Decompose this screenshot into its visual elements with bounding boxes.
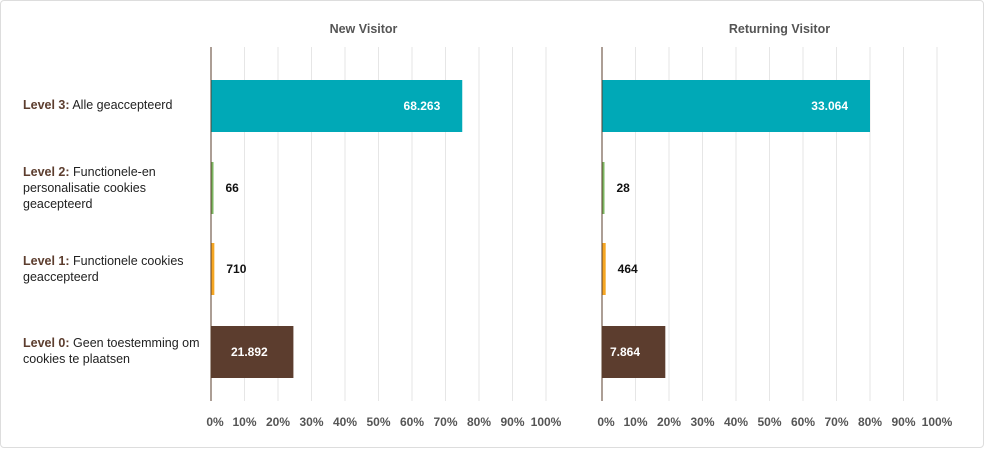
data-label: 68.263 <box>404 99 441 113</box>
data-label: 21.892 <box>231 345 268 359</box>
bar <box>602 243 606 295</box>
bar <box>602 80 870 132</box>
category-label: Level 0: Geen toestemming om cookies te … <box>23 335 203 367</box>
data-label: 464 <box>618 262 638 276</box>
tick-label: 20% <box>657 415 681 429</box>
category-text: Functionele-en personalisatie cookies ge… <box>23 165 156 211</box>
bar <box>211 243 215 295</box>
tick-label: 70% <box>433 415 457 429</box>
tick-label: 30% <box>690 415 714 429</box>
panel-title: Returning Visitor <box>729 22 830 36</box>
panel-title: New Visitor <box>330 22 398 36</box>
data-label: 710 <box>226 262 246 276</box>
tick-label: 100% <box>531 415 562 429</box>
bar <box>602 162 605 214</box>
data-label: 33.064 <box>811 99 848 113</box>
tick-label: 80% <box>467 415 491 429</box>
data-label: 7.864 <box>610 345 640 359</box>
category-level: Level 2: <box>23 165 70 179</box>
category-text: Functionele cookies geaccepteerd <box>23 254 184 284</box>
tick-label: 10% <box>623 415 647 429</box>
tick-label: 0% <box>206 415 224 429</box>
tick-label: 60% <box>791 415 815 429</box>
data-label: 28 <box>617 181 631 195</box>
tick-label: 0% <box>597 415 615 429</box>
tick-label: 20% <box>266 415 290 429</box>
bar <box>211 326 294 378</box>
bar <box>211 162 214 214</box>
tick-label: 70% <box>824 415 848 429</box>
category-label: Level 2: Functionele-en personalisatie c… <box>23 164 203 212</box>
tick-label: 10% <box>232 415 256 429</box>
category-text: Alle geaccepteerd <box>69 98 173 112</box>
bar <box>602 326 666 378</box>
tick-label: 40% <box>333 415 357 429</box>
tick-label: 40% <box>724 415 748 429</box>
tick-label: 90% <box>500 415 524 429</box>
category-level: Level 0: <box>23 336 70 350</box>
tick-label: 30% <box>299 415 323 429</box>
tick-label: 90% <box>891 415 915 429</box>
tick-label: 80% <box>858 415 882 429</box>
category-level: Level 1: <box>23 254 70 268</box>
data-label: 66 <box>226 181 240 195</box>
category-level: Level 3: <box>23 98 70 112</box>
tick-label: 60% <box>400 415 424 429</box>
category-label: Level 1: Functionele cookies geaccepteer… <box>23 253 203 285</box>
category-text: Geen toestemming om cookies te plaatsen <box>23 336 200 366</box>
tick-label: 100% <box>922 415 953 429</box>
tick-label: 50% <box>366 415 390 429</box>
tick-label: 50% <box>757 415 781 429</box>
bar <box>211 80 463 132</box>
category-label: Level 3: Alle geaccepteerd <box>23 97 203 113</box>
